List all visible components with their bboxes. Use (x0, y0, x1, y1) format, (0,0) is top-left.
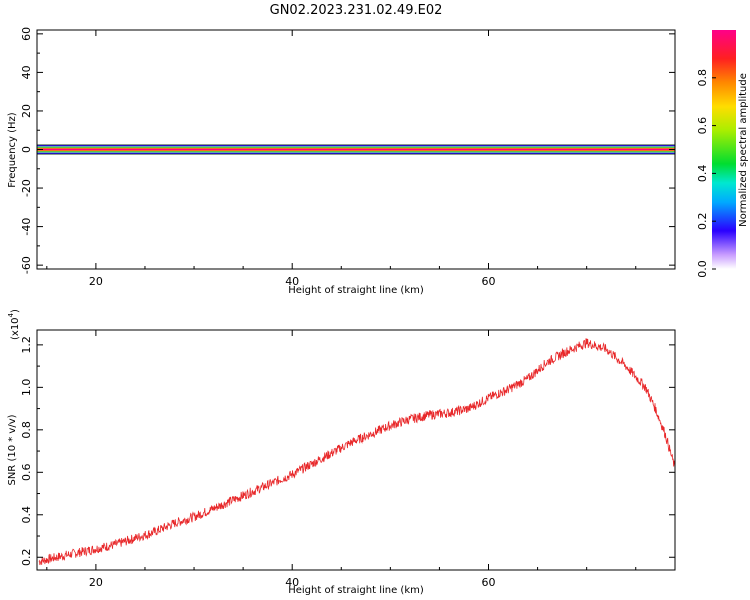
x-tick-label: 20 (89, 576, 103, 589)
y-tick-label: 40 (20, 65, 33, 79)
y-tick-label: 20 (20, 104, 33, 118)
snr-multiplier: (x104) (7, 309, 21, 340)
snr-plot-area (38, 338, 675, 566)
colorbar-tick-label: 0.2 (696, 212, 709, 230)
spectrogram-panel: 20 40 60 -60 -40 -20 0 20 40 60 Height of straigh… (7, 27, 676, 296)
snr-y-axis-label: SNR (10 * v/v) (7, 414, 18, 485)
spectrogram-ticks: 20 40 60 -60 -40 -20 0 20 40 60 (20, 27, 675, 288)
colorbar-ticks: 0.0 0.2 0.4 0.6 0.8 (696, 69, 716, 278)
spectrogram-x-axis-label: Height of straight line (km) (288, 285, 424, 296)
snr-panel: 20 40 60 0.2 0.4 0.6 0.8 1.0 1.2 Height of strai… (7, 309, 676, 596)
colorbar-gradient (712, 30, 736, 269)
svg-text:(x104): (x104) (7, 309, 21, 340)
figure-title: GN02.2023.231.02.49.E02 (270, 3, 443, 18)
colorbar-tick-label: 0.8 (696, 69, 709, 87)
x-tick-label: 20 (89, 275, 103, 288)
y-tick-label: 0.2 (20, 549, 33, 567)
colorbar: 0.0 0.2 0.4 0.6 0.8 Normalized spectral ampl… (696, 30, 749, 278)
colorbar-tick-label: 0.6 (696, 117, 709, 135)
y-tick-label: 60 (20, 27, 33, 41)
x-tick-label: 40 (285, 576, 299, 589)
y-tick-label: -40 (20, 218, 33, 236)
y-tick-label: 0.4 (20, 506, 33, 524)
y-tick-label: -20 (20, 179, 33, 197)
snr-series-line (38, 338, 675, 566)
snr-frame (36, 329, 676, 571)
snr-multiplier-base: (x10 (10, 317, 21, 340)
colorbar-tick-label: 0.4 (696, 165, 709, 183)
snr-multiplier-close: ) (10, 309, 21, 313)
spectrogram-y-axis-label: Frequency (Hz) (7, 112, 18, 188)
y-tick-label: 1.0 (20, 379, 33, 397)
y-tick-label: 0.8 (20, 421, 33, 439)
y-tick-label: -60 (20, 256, 33, 274)
colorbar-label: Normalized spectral amplitude (738, 73, 749, 227)
colorbar-tick-label: 0.0 (696, 260, 709, 278)
snr-multiplier-exp: 4 (7, 312, 15, 317)
x-tick-label: 60 (482, 275, 496, 288)
y-tick-label: 0 (20, 146, 33, 153)
spectrogram-plot-area (37, 144, 675, 155)
x-tick-label: 40 (285, 275, 299, 288)
x-tick-label: 60 (482, 576, 496, 589)
snr-x-axis-label: Height of straight line (km) (288, 585, 424, 596)
snr-ticks: 20 40 60 0.2 0.4 0.6 0.8 1.0 1.2 (20, 330, 675, 589)
y-tick-label: 1.2 (20, 336, 33, 354)
y-tick-label: 0.6 (20, 464, 33, 482)
